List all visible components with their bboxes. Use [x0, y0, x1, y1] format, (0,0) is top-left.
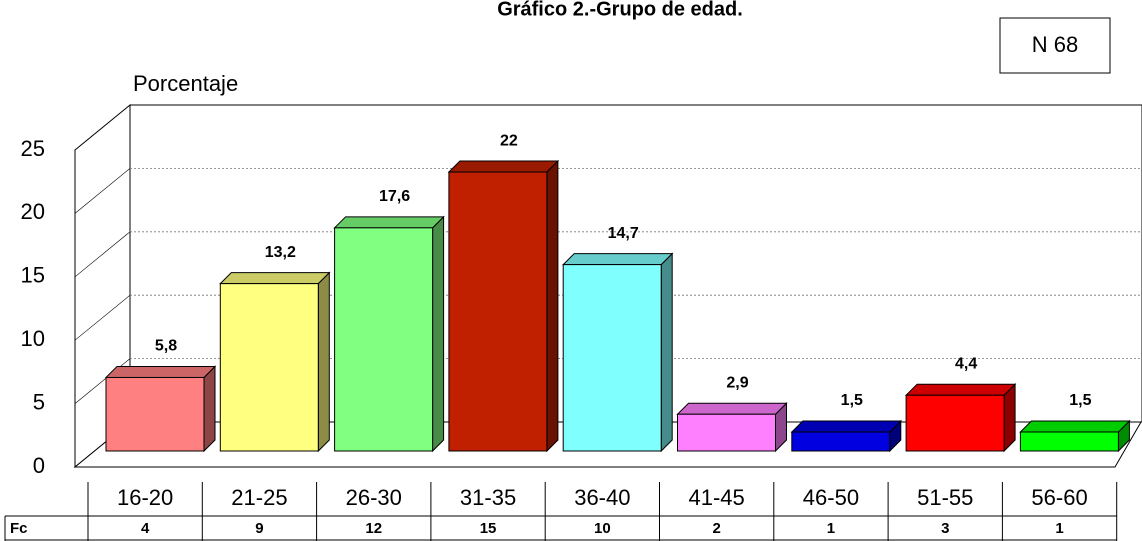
x-tick-label: 51-55: [917, 485, 973, 510]
bar-top: [219, 272, 331, 285]
y-tick-label: 25: [21, 136, 45, 161]
bar-side: [546, 159, 559, 453]
value-label: 22: [500, 132, 518, 149]
value-label: 14,7: [608, 225, 639, 242]
table-cell: 4: [141, 520, 150, 537]
bar: [105, 376, 205, 452]
table-cell: 12: [365, 520, 382, 537]
bar-top: [790, 420, 903, 433]
bar: [905, 394, 1005, 452]
bar-top: [447, 160, 560, 173]
x-tick-label: 21-25: [231, 485, 287, 510]
x-tick-label: 41-45: [689, 485, 745, 510]
bar: [562, 264, 662, 452]
note-box: [999, 17, 1111, 74]
table-row-label: Fc: [10, 520, 28, 537]
y-tick-label: 5: [33, 389, 45, 414]
value-label: 4,4: [955, 355, 977, 372]
x-tick-label: 36-40: [574, 485, 630, 510]
x-tick-label: 56-60: [1031, 485, 1087, 510]
value-label: 1,5: [1069, 392, 1091, 409]
x-tick-label: 26-30: [346, 485, 402, 510]
bar-top: [104, 365, 217, 378]
bar-side: [203, 365, 216, 453]
x-tick-label: 16-20: [117, 485, 173, 510]
bar-side: [317, 271, 330, 453]
bar: [677, 413, 776, 452]
value-label: 2,9: [726, 374, 748, 391]
table-cell: 10: [594, 520, 611, 537]
table-cell: 1: [1055, 520, 1063, 537]
y-tick-label: 20: [21, 199, 45, 224]
y-tick-label: 10: [21, 326, 45, 351]
table-cell: 3: [941, 520, 949, 537]
bar-top: [904, 383, 1017, 396]
table-cell: 9: [255, 520, 263, 537]
bar-side: [432, 215, 445, 453]
chart-title: Gráfico 2.-Grupo de edad.: [497, 0, 743, 20]
x-tick-label: 31-35: [460, 485, 516, 510]
bar: [791, 431, 891, 452]
y-tick-label: 0: [33, 453, 45, 478]
grid-line: [74, 231, 131, 278]
note: N 68: [1032, 32, 1078, 57]
table-cell: 1: [827, 520, 835, 537]
value-label: 1,5: [841, 392, 863, 409]
y-tick-label: 15: [21, 263, 45, 288]
y-axis-label: Porcentaje: [133, 71, 238, 96]
bar-top: [676, 402, 788, 415]
bar: [1019, 431, 1119, 452]
value-label: 13,2: [265, 244, 296, 261]
grid-line: [74, 168, 131, 214]
value-label: 17,6: [379, 188, 410, 205]
bar-side: [660, 252, 673, 453]
bar: [334, 227, 434, 452]
table-cell: 2: [712, 520, 720, 537]
bar-top: [333, 216, 445, 229]
bar-top: [1019, 420, 1131, 433]
bar: [219, 283, 319, 452]
table-cell: 15: [480, 520, 497, 537]
x-tick-label: 46-50: [803, 485, 859, 510]
value-label: 5,8: [155, 338, 177, 355]
grid-line: [74, 294, 131, 341]
bar-top: [561, 253, 674, 266]
bar: [448, 171, 548, 452]
